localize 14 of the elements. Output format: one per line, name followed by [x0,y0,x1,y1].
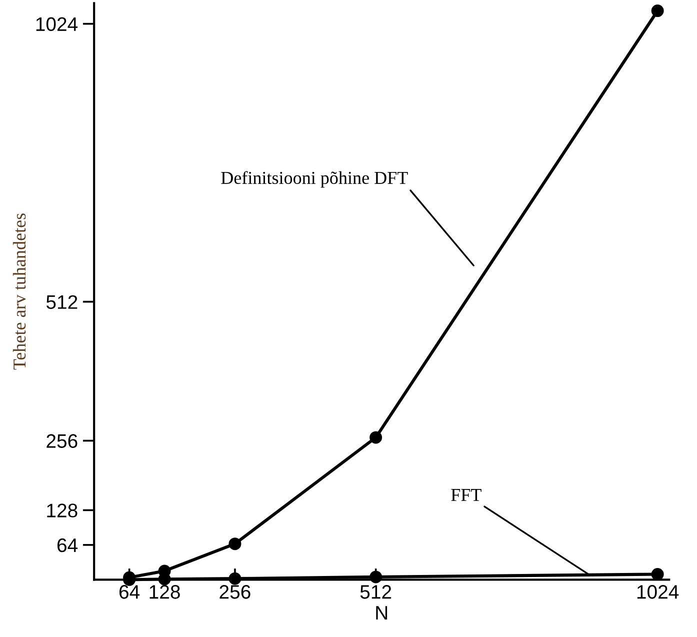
y-tick-label: 128 [47,504,78,518]
y-tick-label: 512 [46,295,78,309]
annotation: Definitsiooni põhine DFT [221,171,408,188]
y-tick-label: 64 [57,538,78,552]
y-tick-label: 1024 [36,17,78,32]
x-tick-label: 256 [220,585,250,599]
x-tick-label: 128 [150,585,180,599]
annotation: FFT [451,489,482,501]
y-axis-title: Tehete arv tuhandetes [12,214,26,370]
x-tick-label: 1024 [637,585,679,599]
x-axis-title: N [376,606,388,620]
x-tick-label: 512 [360,585,392,599]
y-tick-label: 256 [46,434,78,448]
x-tick-label: 64 [119,585,140,599]
